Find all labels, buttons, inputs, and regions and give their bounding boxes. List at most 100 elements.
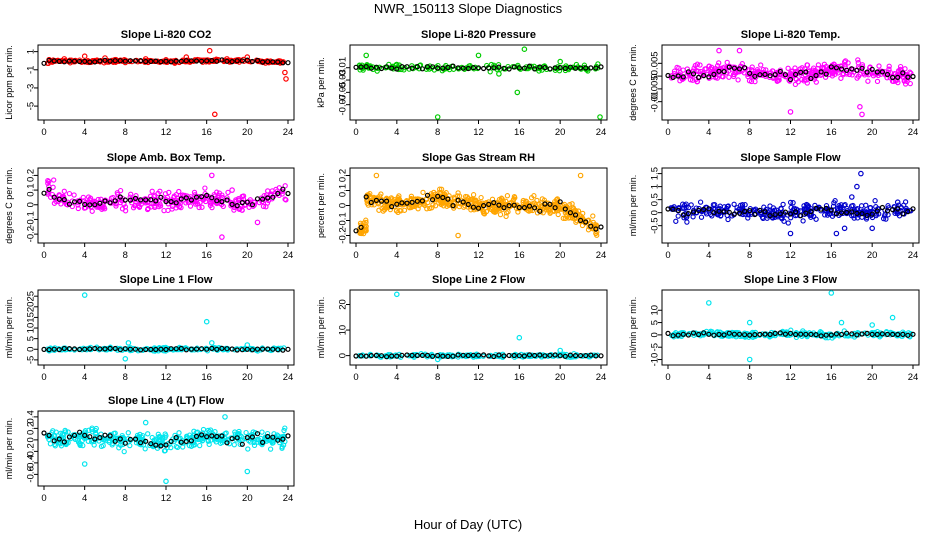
data-point [89, 208, 95, 214]
data-point [162, 191, 169, 197]
data-point [694, 61, 701, 67]
median-point [409, 65, 415, 71]
x-tick-label: 4 [394, 250, 399, 261]
outlier-point [212, 111, 218, 118]
outlier-point [838, 319, 845, 326]
y-tick-label: -5 [650, 343, 661, 351]
data-point [785, 65, 791, 71]
x-tick-label: 0 [353, 127, 358, 138]
data-point [698, 214, 705, 220]
median-point [51, 58, 57, 64]
data-point [787, 199, 794, 206]
x-tick-label: 16 [826, 250, 837, 261]
data-point [219, 201, 225, 208]
median-point [695, 331, 702, 338]
median-point [787, 211, 794, 217]
data-point [491, 209, 497, 215]
data-point [174, 444, 181, 451]
median-point [803, 210, 809, 216]
outlier-point [746, 356, 753, 363]
data-point [546, 208, 552, 214]
panel-8: Slope Line 2 Flow ml/min per min. 0 4 8 12 16 2… [316, 274, 608, 383]
median-point [511, 352, 517, 359]
median-point [419, 66, 425, 72]
median-point [813, 332, 819, 338]
data-point [731, 201, 737, 207]
median-point [112, 345, 118, 352]
median-point [424, 192, 431, 198]
outlier-point [854, 183, 860, 190]
median-point [87, 59, 93, 65]
panel-7: Slope Line 1 Flow ml/min per min. 0 4 8 12 16 2… [4, 274, 295, 383]
median-point [414, 352, 420, 359]
median-point [731, 65, 738, 71]
median-point [404, 352, 410, 358]
median-point [833, 65, 840, 71]
outlier-point [597, 114, 603, 120]
median-point [373, 197, 379, 203]
data-point [481, 211, 488, 217]
median-point [542, 64, 548, 71]
median-point [843, 330, 850, 336]
x-tick-label: 24 [283, 250, 294, 261]
median-point [813, 72, 819, 79]
median-point [414, 63, 420, 70]
data-point [191, 189, 198, 196]
data-point [259, 198, 265, 205]
y-tick-label: -0.005 [650, 75, 661, 102]
data-point [180, 444, 186, 450]
x-axis-label: Hour of Day (UTC) [413, 517, 523, 532]
y-tick-label: -0.05 [338, 82, 349, 104]
median-point [188, 438, 194, 444]
data-point [758, 62, 764, 68]
median-point [132, 58, 139, 64]
data-point [283, 197, 289, 203]
data-point [219, 435, 226, 442]
data-point [781, 218, 787, 224]
data-point [842, 58, 849, 64]
median-point [516, 353, 522, 359]
x-tick-label: 12 [473, 250, 484, 261]
median-point [82, 432, 88, 438]
median-point [435, 352, 441, 359]
data-point [730, 71, 737, 78]
median-point [270, 194, 276, 200]
median-point [690, 71, 697, 77]
median-point [864, 69, 870, 75]
y-tick-label: 5 [650, 320, 661, 325]
median-point [71, 58, 78, 64]
median-point [803, 69, 809, 75]
median-point [583, 219, 589, 225]
outlier-point [244, 468, 251, 475]
y-tick-label: -0.2 [26, 226, 37, 242]
median-point [905, 332, 911, 338]
data-point [360, 353, 366, 359]
median-point [285, 190, 291, 197]
median-point [455, 352, 461, 358]
median-point [557, 353, 563, 359]
x-tick-label: 0 [353, 250, 358, 261]
median-point [808, 75, 814, 82]
median-point [900, 211, 906, 217]
median-point [168, 199, 174, 205]
median-point [470, 204, 476, 210]
median-point [721, 332, 727, 338]
median-point [117, 436, 123, 442]
median-point [285, 60, 291, 66]
median-point [92, 59, 98, 65]
data-point [907, 69, 913, 75]
data-point [135, 202, 141, 209]
median-point [711, 332, 717, 338]
median-point [46, 186, 52, 192]
x-tick-label: 20 [867, 127, 878, 138]
median-point [843, 209, 850, 216]
median-point [690, 330, 697, 336]
median-point [787, 76, 794, 83]
data-point [89, 425, 95, 431]
median-point [414, 198, 420, 204]
y-tick-label: -0.1 [338, 212, 349, 228]
data-point [503, 201, 510, 208]
data-point [802, 76, 808, 83]
median-point [598, 64, 604, 70]
data-point [745, 215, 751, 221]
